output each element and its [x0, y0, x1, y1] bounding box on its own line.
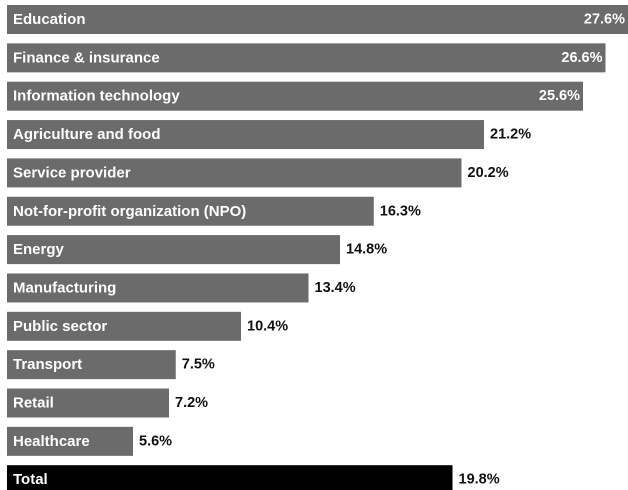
- bar-group-retail: Retail 7.2%: [7, 388, 208, 418]
- value-label-healthcare: 5.6%: [139, 433, 172, 449]
- bar-group-service-provider: Service provider 20.2%: [7, 158, 509, 188]
- bar-service-provider: [7, 158, 462, 188]
- bar-agriculture-and-food: [7, 120, 484, 150]
- bar-group-manufacturing: Manufacturing 13.4%: [7, 273, 356, 303]
- value-label-retail: 7.2%: [175, 395, 208, 411]
- category-label-finance-and-insurance: Finance & insurance: [13, 49, 160, 66]
- bar-group-not-for-profit-organization-npo: Not-for-profit organization (NPO) 16.3%: [7, 196, 421, 226]
- value-label-finance-and-insurance: 26.6%: [561, 50, 602, 66]
- bar-group-public-sector: Public sector 10.4%: [7, 311, 288, 341]
- bar-information-technology: [7, 81, 583, 111]
- bar-group-agriculture-and-food: Agriculture and food 21.2%: [7, 120, 531, 150]
- bar-group-finance-and-insurance: Finance & insurance 26.6%: [7, 43, 606, 73]
- bar-group-transport: Transport 7.5%: [7, 350, 215, 380]
- value-label-not-for-profit-organization-npo: 16.3%: [380, 203, 421, 219]
- bar-finance-and-insurance: [7, 43, 606, 73]
- bar-group-information-technology: Information technology 25.6%: [7, 81, 583, 111]
- bar-retail: [7, 388, 169, 418]
- value-label-service-provider: 20.2%: [468, 165, 509, 181]
- bar-public-sector: [7, 311, 241, 341]
- bar-education: [7, 5, 628, 34]
- bar-transport: [7, 350, 176, 380]
- category-label-information-technology: Information technology: [13, 88, 180, 105]
- value-label-public-sector: 10.4%: [247, 318, 288, 334]
- bar-group-energy: Energy 14.8%: [7, 235, 387, 265]
- bar-group-total: Total 19.8%: [7, 465, 500, 490]
- bar-not-for-profit-organization-npo: [7, 196, 374, 226]
- bar-group-healthcare: Healthcare 5.6%: [7, 426, 172, 456]
- value-label-agriculture-and-food: 21.2%: [490, 127, 531, 143]
- category-label-public-sector: Public sector: [13, 318, 107, 335]
- bar-healthcare: [7, 426, 133, 456]
- value-label-education: 27.6%: [584, 12, 625, 28]
- category-label-energy: Energy: [13, 241, 65, 258]
- value-label-total: 19.8%: [459, 472, 500, 488]
- category-label-service-provider: Service provider: [13, 164, 131, 181]
- bar-manufacturing: [7, 273, 309, 303]
- category-label-manufacturing: Manufacturing: [13, 279, 116, 296]
- category-label-retail: Retail: [13, 395, 54, 412]
- bar-group-education: Education 27.6%: [7, 5, 628, 34]
- category-label-transport: Transport: [13, 356, 82, 373]
- category-label-not-for-profit-organization-npo: Not-for-profit organization (NPO): [13, 203, 246, 220]
- value-label-energy: 14.8%: [346, 242, 387, 258]
- category-label-education: Education: [13, 11, 86, 28]
- bar-total: [7, 465, 453, 490]
- value-label-transport: 7.5%: [182, 357, 215, 373]
- category-label-healthcare: Healthcare: [13, 433, 90, 450]
- bar-energy: [7, 235, 340, 265]
- value-label-information-technology: 25.6%: [539, 88, 580, 104]
- value-label-manufacturing: 13.4%: [315, 280, 356, 296]
- category-label-agriculture-and-food: Agriculture and food: [13, 126, 161, 143]
- category-label-total: Total: [13, 471, 48, 488]
